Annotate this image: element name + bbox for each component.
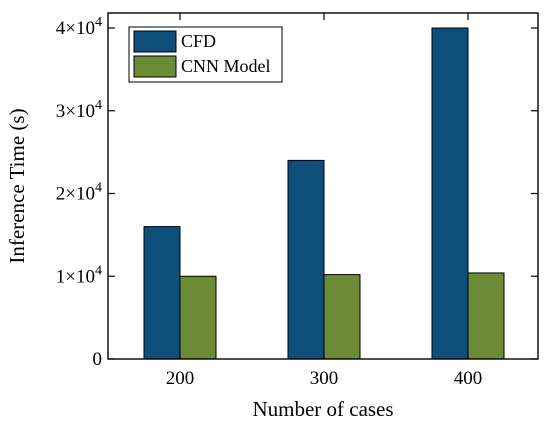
legend-swatch-cnn-model (133, 55, 177, 78)
x-tick-label-300: 300 (310, 368, 339, 389)
x-axis-ticks: 200 300 400 (166, 13, 483, 389)
y-tick-label: 3×104 (56, 98, 102, 122)
y-tick-label: 2×104 (56, 181, 102, 205)
legend: CFD CNN Model (128, 26, 283, 83)
bar-cnn-model-400 (467, 272, 505, 360)
plot-frame (107, 12, 539, 360)
legend-swatch-cfd (133, 30, 177, 53)
x-tick-label-400: 400 (454, 368, 483, 389)
x-axis-label: Number of cases (252, 397, 393, 421)
bar-cfd-300 (287, 159, 325, 360)
legend-label-cfd: CFD (181, 31, 216, 51)
y-axis-ticks: 0 1×104 2×104 3×104 4×104 (56, 15, 538, 370)
bar-cfd-200 (143, 226, 181, 360)
x-tick-label-200: 200 (166, 368, 195, 389)
bar-cnn-model-300 (323, 274, 361, 360)
bars-group (143, 27, 505, 360)
bar-cnn-model-200 (179, 275, 217, 360)
y-tick-label: 0 (93, 349, 103, 370)
y-tick-label: 1×104 (56, 263, 102, 287)
bar-cfd-400 (431, 27, 469, 360)
legend-label-cnn-model: CNN Model (181, 56, 271, 76)
y-axis-label: Inference Time (s) (5, 108, 29, 263)
y-tick-label: 4×104 (56, 15, 102, 39)
